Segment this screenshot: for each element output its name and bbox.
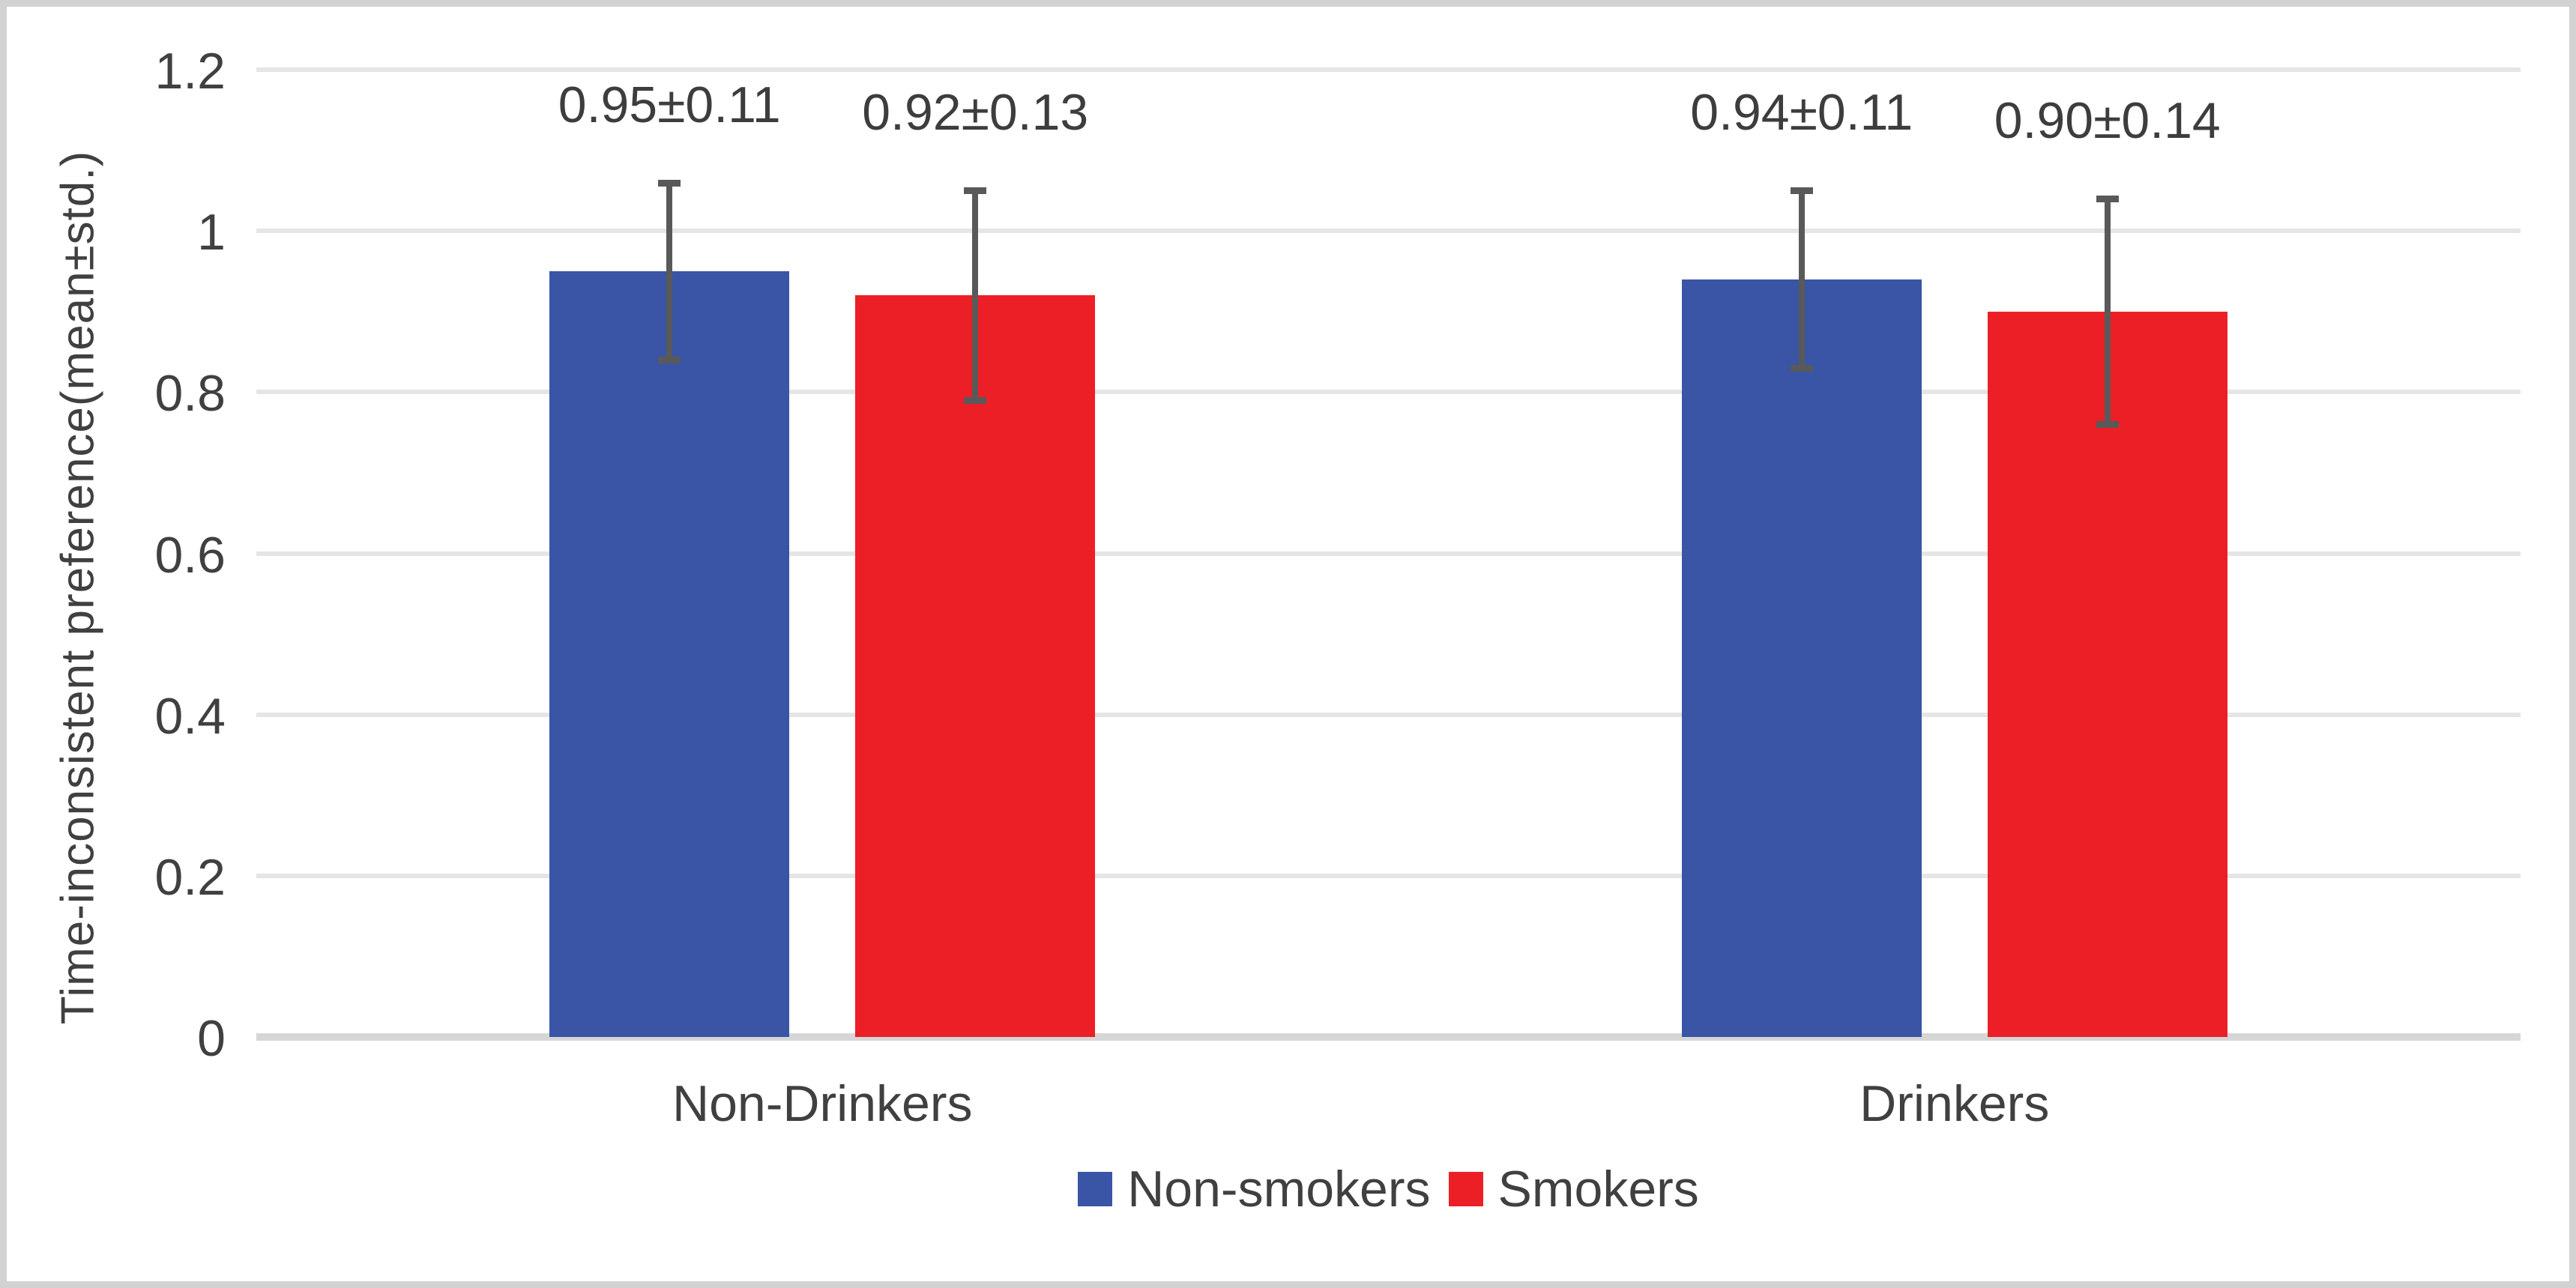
bar-value-label: 0.92±0.13 (862, 84, 1089, 142)
gridline (256, 551, 2521, 556)
x-category-label: Non-Drinkers (672, 1075, 973, 1132)
y-tick-label: 0.4 (154, 687, 226, 745)
y-tick-label: 0.8 (154, 365, 226, 423)
bar-value-label: 0.95±0.11 (558, 76, 781, 133)
error-bar-cap (2096, 196, 2119, 203)
bar-value-label: 0.94±0.11 (1690, 84, 1913, 142)
error-bar (2104, 199, 2111, 425)
y-tick-label: 0.6 (154, 526, 226, 584)
legend-item-smokers: Smokers (1448, 1161, 1699, 1218)
legend-swatch-icon (1448, 1172, 1483, 1206)
bar-smokers (1987, 311, 2227, 1037)
legend-swatch-icon (1078, 1172, 1113, 1206)
error-bar-cap (964, 187, 987, 195)
error-bar (972, 190, 979, 401)
error-bar (1798, 190, 1805, 369)
y-tick-label: 0 (197, 1010, 226, 1067)
y-tick-label: 0.2 (154, 848, 226, 906)
gridline (256, 390, 2521, 395)
x-category-label: Drinkers (1859, 1075, 2050, 1132)
y-tick-label: 1 (197, 204, 226, 261)
gridline (256, 873, 2521, 878)
bar-non-smokers (549, 270, 790, 1037)
bar-smokers (855, 295, 1096, 1037)
y-tick-label: 1.2 (154, 43, 226, 100)
error-bar-cap (658, 357, 681, 364)
error-bar-cap (1790, 365, 1813, 372)
error-bar-cap (2096, 421, 2119, 429)
legend-label: Smokers (1497, 1161, 1699, 1218)
x-axis-line (256, 1033, 2521, 1041)
gridline (256, 712, 2521, 717)
error-bar-cap (964, 397, 987, 405)
bar-non-smokers (1681, 279, 1922, 1037)
legend: Non-smokers Smokers (256, 1163, 2521, 1215)
bar-value-label: 0.90±0.14 (1994, 92, 2221, 150)
error-bar-cap (1790, 187, 1813, 195)
error-bar-cap (658, 179, 681, 187)
legend-item-non-smokers: Non-smokers (1078, 1161, 1431, 1218)
gridline (256, 67, 2521, 72)
gridline (256, 229, 2521, 234)
error-bar (666, 182, 673, 360)
legend-label: Non-smokers (1127, 1161, 1431, 1218)
